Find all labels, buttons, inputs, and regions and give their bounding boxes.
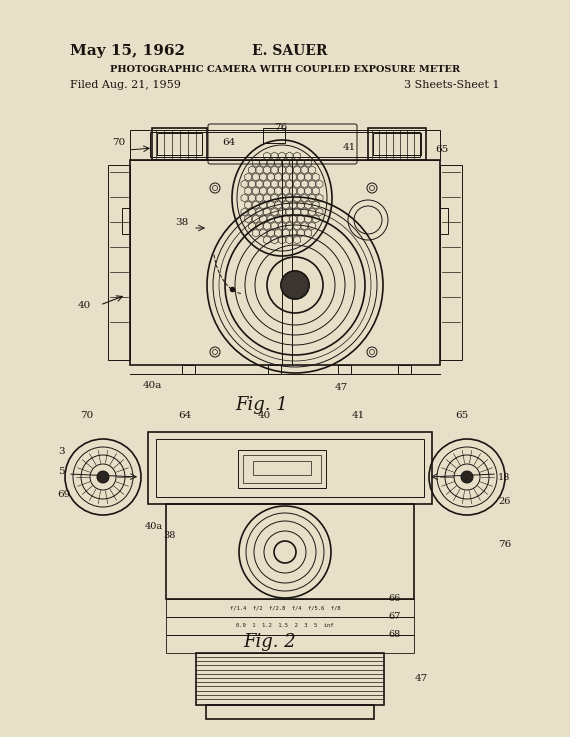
Text: 41: 41 — [343, 143, 356, 152]
Bar — [182, 365, 195, 374]
Text: Filed Aug. 21, 1959: Filed Aug. 21, 1959 — [70, 80, 181, 90]
Bar — [150, 132, 420, 157]
Bar — [253, 461, 311, 475]
Text: 76: 76 — [498, 540, 511, 549]
Bar — [152, 128, 207, 160]
Text: 64: 64 — [178, 411, 192, 420]
Text: 5: 5 — [58, 467, 64, 476]
Text: May 15, 1962: May 15, 1962 — [70, 44, 185, 58]
Text: 3: 3 — [58, 447, 64, 456]
Text: 69: 69 — [57, 490, 70, 499]
Text: 64: 64 — [222, 138, 235, 147]
Text: 70: 70 — [112, 138, 125, 147]
Text: 40: 40 — [258, 411, 271, 420]
Text: Fig. 2: Fig. 2 — [243, 633, 296, 651]
Text: 47: 47 — [335, 383, 348, 392]
Text: 70: 70 — [80, 411, 93, 420]
Bar — [398, 365, 411, 374]
Bar — [263, 128, 285, 143]
Text: 40a: 40a — [145, 522, 163, 531]
Circle shape — [281, 271, 309, 299]
Bar — [122, 208, 130, 234]
Bar — [243, 455, 321, 483]
Text: 76: 76 — [274, 123, 287, 132]
Bar — [166, 617, 414, 635]
Text: 38: 38 — [175, 218, 188, 227]
Text: 40a: 40a — [143, 381, 162, 390]
Text: 66: 66 — [388, 594, 400, 603]
Text: 65: 65 — [435, 145, 448, 154]
Bar — [206, 705, 374, 719]
Bar — [148, 432, 432, 504]
Bar — [166, 599, 414, 617]
Text: 68: 68 — [388, 630, 400, 639]
Text: E. SAUER: E. SAUER — [253, 44, 328, 58]
Bar — [130, 160, 440, 365]
Bar — [130, 130, 440, 160]
Text: PHOTOGRAPHIC CAMERA WITH COUPLED EXPOSURE METER: PHOTOGRAPHIC CAMERA WITH COUPLED EXPOSUR… — [110, 65, 460, 74]
Text: 18: 18 — [498, 473, 510, 482]
Bar — [166, 635, 414, 653]
Bar — [108, 165, 130, 360]
Bar — [373, 133, 421, 155]
Bar — [338, 365, 351, 374]
Text: 47: 47 — [415, 674, 428, 683]
Bar — [268, 365, 281, 374]
Bar — [440, 208, 448, 234]
Text: 40: 40 — [78, 301, 91, 310]
Text: 3 Sheets-Sheet 1: 3 Sheets-Sheet 1 — [405, 80, 500, 90]
Circle shape — [461, 471, 473, 483]
Bar — [238, 450, 326, 488]
Bar — [196, 653, 384, 705]
Text: 41: 41 — [352, 411, 365, 420]
Bar — [157, 133, 202, 155]
Bar — [156, 439, 424, 497]
Text: 65: 65 — [455, 411, 468, 420]
Bar — [368, 128, 426, 160]
Bar — [166, 504, 414, 599]
Circle shape — [97, 471, 109, 483]
Text: 26: 26 — [498, 497, 510, 506]
Text: 38: 38 — [163, 531, 176, 540]
Text: 0.9  1  1.2  1.5  2  3  5  inf: 0.9 1 1.2 1.5 2 3 5 inf — [236, 623, 334, 628]
Text: 67: 67 — [388, 612, 400, 621]
Bar — [440, 165, 462, 360]
Text: f/1.4  f/2  f/2.8  f/4  f/5.6  f/8: f/1.4 f/2 f/2.8 f/4 f/5.6 f/8 — [230, 605, 340, 610]
Text: Fig. 1: Fig. 1 — [235, 396, 288, 414]
